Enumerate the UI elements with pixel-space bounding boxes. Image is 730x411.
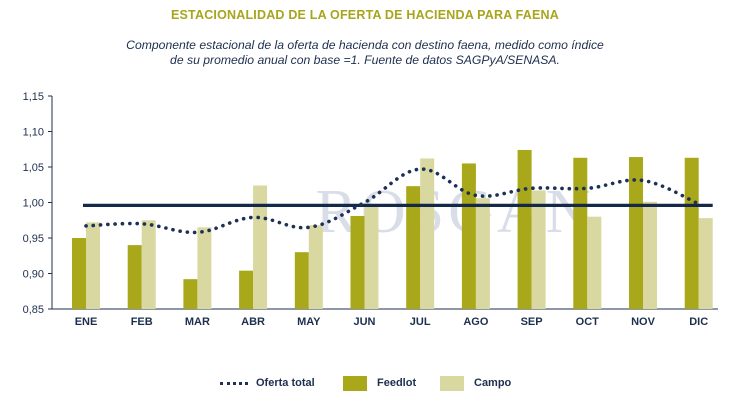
legend-item-feedlot: Feedlot	[343, 372, 416, 394]
x-tick-label: MAY	[297, 316, 321, 328]
bar-campo	[531, 190, 546, 309]
bar-campo	[86, 222, 100, 309]
y-tick-label: 1,05	[23, 162, 44, 174]
bar-campo	[197, 227, 212, 309]
bar-feedlot	[239, 270, 254, 309]
x-tick-label: FEB	[131, 316, 153, 328]
bar-feedlot	[684, 157, 699, 309]
bar-feedlot	[573, 157, 588, 309]
bar-feedlot	[461, 163, 476, 309]
bar-feedlot	[406, 186, 421, 309]
chart-title: ESTACIONALIDAD DE LA OFERTA DE HACIENDA …	[170, 8, 559, 22]
bar-feedlot	[517, 149, 532, 309]
chart-subtitle: Componente estacional de la oferta de ha…	[100, 38, 630, 68]
x-tick-label: JUN	[353, 316, 375, 328]
legend-label-oferta-total: Oferta total	[256, 377, 315, 389]
bar-campo	[253, 185, 268, 309]
bar-campo	[698, 218, 713, 309]
x-tick-label: ENE	[75, 316, 98, 328]
x-tick-label: MAR	[185, 316, 210, 328]
y-tick-label: 0,95	[23, 233, 44, 245]
x-tick-label: SEP	[521, 316, 543, 328]
x-tick-label: JUL	[410, 316, 431, 328]
legend-swatch-campo	[440, 375, 464, 391]
x-tick-label: AGO	[463, 316, 489, 328]
bar-campo	[420, 158, 435, 309]
x-tick-label: NOV	[631, 316, 656, 328]
bar-feedlot	[127, 245, 142, 309]
legend-item-oferta-total: Oferta total	[220, 372, 315, 394]
bar-campo	[141, 220, 156, 309]
bar-feedlot	[72, 238, 86, 309]
legend: Oferta total Feedlot Campo	[0, 372, 730, 394]
bar-campo	[475, 198, 490, 309]
legend-dotted-line-swatch	[220, 381, 248, 385]
legend-label-campo: Campo	[474, 377, 512, 389]
legend-swatch-feedlot	[343, 375, 367, 391]
y-tick-label: 1,15	[23, 91, 44, 103]
x-tick-label: DIC	[689, 316, 708, 328]
bar-feedlot	[350, 215, 365, 309]
bar-campo	[308, 225, 323, 309]
oferta-total-line-group	[84, 167, 701, 235]
x-tick-label: ABR	[241, 316, 265, 328]
y-tick-label: 1,00	[23, 198, 44, 210]
axes: 1,15 1,10 1,05 1,00 0,95 0,90 0,85 ENE FEB MAR ABR…	[23, 91, 718, 328]
y-tick-label: 1,10	[23, 127, 44, 139]
bar-campo	[643, 201, 657, 309]
bar-campo	[587, 216, 602, 309]
bar-feedlot	[183, 279, 198, 309]
bar-feedlot	[294, 252, 309, 309]
subtitle-line-1: Componente estacional de la oferta de ha…	[126, 38, 604, 52]
y-tick-label: 0,85	[23, 304, 44, 316]
x-tick-label: OCT	[576, 316, 600, 328]
y-tick-label: 0,90	[23, 269, 44, 281]
bar-campo	[364, 204, 379, 309]
oferta-total-line	[84, 167, 701, 235]
bar-feedlot	[629, 157, 643, 309]
legend-item-campo: Campo	[440, 372, 511, 394]
subtitle-line-2: de su promedio anual con base =1. Fuente…	[170, 53, 560, 67]
bars	[72, 149, 713, 309]
legend-label-feedlot: Feedlot	[377, 377, 417, 389]
